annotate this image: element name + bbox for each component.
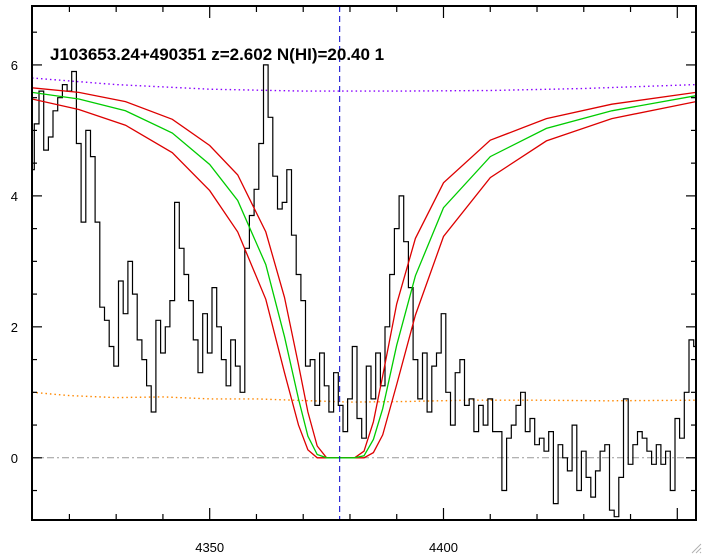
x-tick-label: 4350 <box>195 540 224 555</box>
y-tick-label: 2 <box>11 320 18 335</box>
voigt-fit-line <box>32 91 696 459</box>
y-tick-label: 4 <box>11 189 18 204</box>
plot-frame <box>31 5 697 521</box>
fit-upper-line <box>32 87 696 459</box>
resize-grip-icon[interactable] <box>690 542 702 554</box>
x-tick-label: 4400 <box>429 540 458 555</box>
axis-layer: 0 2 4 6 4350 4400 <box>11 5 697 555</box>
y-tick-label: 6 <box>11 58 18 73</box>
continuum-line <box>32 77 696 92</box>
y-tick-label: 0 <box>11 451 18 466</box>
flux-spectrum-line <box>32 64 696 518</box>
error-spectrum-line <box>32 391 696 403</box>
chart-title: J103653.24+490351 z=2.602 N(HI)=20.40 1 <box>50 45 384 64</box>
fit-lower-line <box>32 98 696 459</box>
series-layer <box>32 6 696 520</box>
